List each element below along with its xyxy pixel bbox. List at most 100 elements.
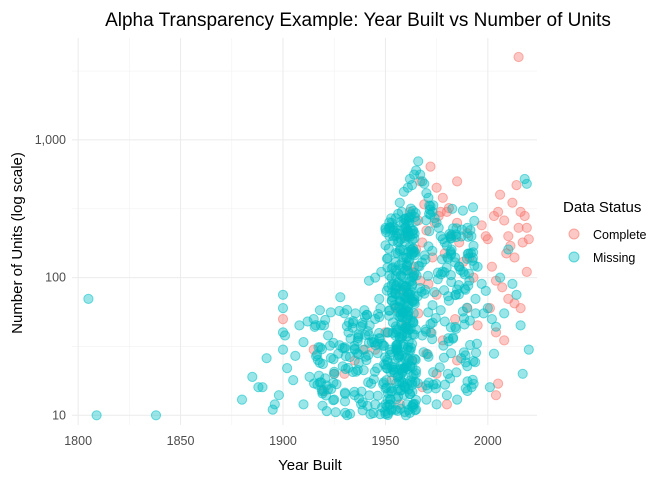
data-point [325, 307, 336, 318]
data-point [503, 231, 514, 242]
data-point [423, 307, 434, 318]
data-point [328, 354, 339, 365]
data-point [380, 240, 391, 251]
data-point [507, 197, 518, 208]
data-point [406, 180, 418, 191]
data-point [459, 283, 470, 294]
data-point [374, 333, 385, 344]
data-point [423, 351, 434, 362]
data-point [402, 225, 413, 236]
data-point [521, 178, 532, 189]
data-point [486, 261, 497, 272]
data-point [341, 304, 353, 315]
data-point [437, 192, 448, 203]
data-point [376, 338, 388, 349]
points [83, 51, 534, 421]
data-point [515, 303, 526, 314]
data-point [320, 390, 332, 401]
data-point [374, 333, 385, 344]
data-point [446, 348, 457, 359]
data-point [443, 333, 454, 344]
data-point [339, 396, 351, 407]
data-point [439, 267, 450, 278]
data-point [363, 275, 375, 286]
data-point [484, 382, 495, 393]
data-point [298, 399, 309, 410]
data-point [375, 303, 386, 314]
data-point [515, 320, 526, 331]
data-point [395, 311, 406, 323]
data-point [517, 368, 528, 379]
data-point [436, 254, 448, 265]
data-point [454, 261, 465, 272]
data-point [468, 378, 479, 389]
data-point [422, 270, 434, 281]
data-point [298, 337, 309, 348]
data-point [347, 318, 359, 329]
data-point [314, 305, 325, 316]
data-point [401, 352, 412, 363]
y-tick-label: 100 [45, 271, 66, 285]
data-point [460, 357, 471, 368]
data-point [269, 399, 280, 410]
data-point [488, 348, 500, 359]
data-point [457, 205, 468, 216]
data-point [442, 252, 453, 263]
data-point [513, 222, 524, 233]
data-point [408, 317, 419, 328]
data-point [468, 356, 479, 367]
legend: Data Status Complete Missing [563, 199, 647, 265]
data-point [452, 394, 463, 405]
data-point [472, 320, 483, 331]
data-point [384, 217, 395, 228]
data-point [308, 314, 319, 325]
data-point [398, 284, 409, 296]
data-point [386, 386, 397, 397]
y-tick-label: 1,000 [35, 133, 66, 147]
legend-title: Data Status [563, 199, 641, 216]
data-point [405, 388, 416, 400]
data-point [340, 351, 351, 362]
data-point [328, 337, 339, 348]
data-point [417, 237, 428, 248]
data-point [470, 308, 481, 319]
data-point [313, 342, 324, 353]
data-point [511, 289, 522, 300]
data-point [382, 394, 393, 405]
data-point [372, 390, 383, 401]
data-point [451, 231, 462, 243]
data-point [446, 244, 457, 255]
series-missing [83, 156, 534, 421]
data-point [409, 290, 420, 301]
data-point [321, 380, 332, 391]
data-point [407, 205, 419, 216]
data-point [419, 178, 430, 189]
data-point [495, 272, 506, 283]
data-point [431, 182, 442, 193]
data-point [517, 237, 528, 248]
data-point [428, 200, 439, 211]
data-point [458, 347, 469, 358]
data-point [311, 351, 322, 362]
data-point [294, 320, 305, 331]
data-point [425, 161, 436, 172]
legend-label-complete: Complete [593, 228, 647, 242]
data-point [279, 330, 291, 341]
data-point [429, 287, 440, 298]
x-tick-label: 1950 [372, 434, 400, 448]
data-point [277, 289, 289, 300]
data-point [521, 222, 532, 233]
data-point [395, 216, 406, 228]
data-point [361, 309, 372, 320]
data-point [433, 222, 444, 233]
data-point [499, 308, 510, 319]
data-point [403, 246, 414, 257]
data-point [368, 374, 379, 385]
data-point [431, 378, 442, 390]
data-point [465, 225, 476, 236]
data-point [378, 377, 389, 388]
data-point [334, 305, 345, 317]
data-point [439, 285, 450, 296]
data-point [362, 400, 373, 411]
y-tick-label: 10 [52, 408, 66, 422]
